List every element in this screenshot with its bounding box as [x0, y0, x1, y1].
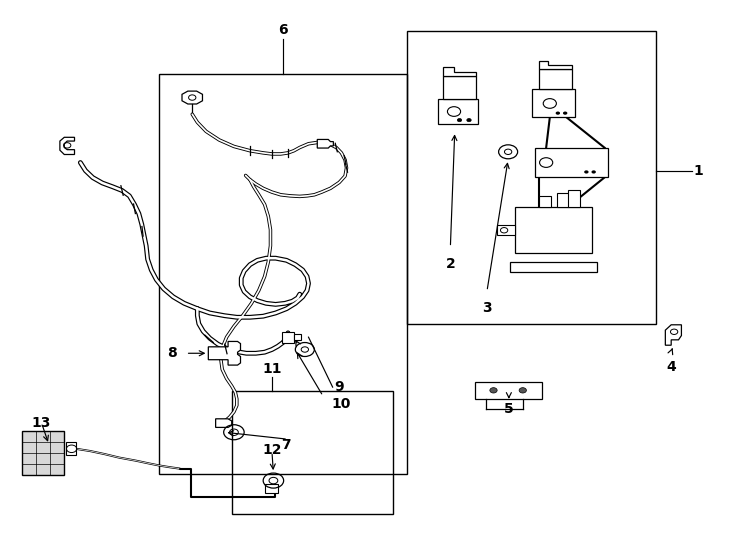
Text: 10: 10 [332, 397, 352, 411]
Text: 5: 5 [504, 402, 514, 416]
Bar [497, 225, 515, 235]
Polygon shape [539, 61, 572, 69]
Bar [437, 99, 478, 124]
Circle shape [519, 388, 526, 393]
Bar [535, 148, 608, 177]
Bar [294, 334, 301, 340]
Circle shape [563, 112, 567, 114]
Bar [407, 31, 656, 323]
Bar [532, 90, 575, 117]
Circle shape [584, 170, 589, 173]
Polygon shape [443, 68, 476, 76]
Bar [159, 74, 407, 474]
Polygon shape [182, 91, 203, 104]
Text: 12: 12 [262, 443, 282, 457]
Polygon shape [208, 341, 241, 365]
Bar [443, 76, 476, 99]
Bar [265, 484, 277, 493]
Polygon shape [60, 137, 75, 154]
Bar [557, 193, 569, 207]
Bar [22, 431, 65, 475]
Circle shape [457, 118, 462, 122]
Circle shape [556, 112, 560, 114]
Bar [282, 332, 294, 342]
Text: 7: 7 [281, 437, 291, 451]
Circle shape [490, 388, 497, 393]
Bar [232, 391, 393, 515]
Polygon shape [317, 139, 333, 148]
Bar [539, 196, 550, 207]
Text: 1: 1 [694, 164, 704, 178]
Text: 4: 4 [666, 360, 676, 374]
Circle shape [592, 170, 596, 173]
Text: 2: 2 [446, 256, 455, 271]
Text: 13: 13 [32, 416, 51, 430]
Bar [515, 207, 592, 253]
Text: 9: 9 [334, 380, 344, 394]
Bar [475, 382, 542, 399]
Circle shape [467, 118, 471, 122]
Bar [66, 442, 76, 455]
Text: 8: 8 [167, 346, 177, 360]
Text: 6: 6 [278, 23, 288, 37]
Bar [568, 190, 580, 207]
Text: 11: 11 [262, 362, 282, 376]
Polygon shape [665, 325, 681, 345]
Polygon shape [216, 419, 232, 427]
Bar [539, 69, 572, 90]
Text: 3: 3 [482, 301, 492, 315]
Bar [509, 262, 597, 272]
